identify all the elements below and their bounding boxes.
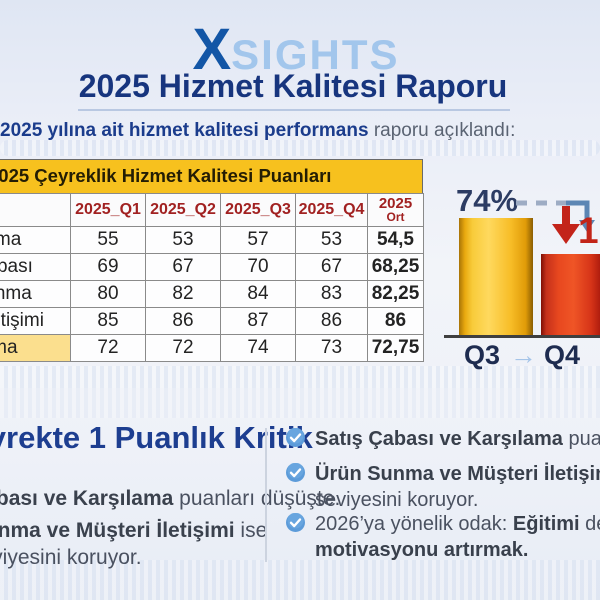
red-down-arrow-icon xyxy=(552,224,580,244)
score-cell: 82 xyxy=(145,280,221,308)
col-header-q1: 2025_Q1 xyxy=(70,193,146,227)
q4-bar xyxy=(541,254,600,335)
background-texture-band xyxy=(0,388,600,418)
subtitle-bold-text: 2025 yılına ait hizmet kalitesi performa… xyxy=(0,120,369,141)
logo-sights-text: SIGHTS xyxy=(231,31,400,78)
checkmark-icon xyxy=(286,513,305,532)
score-cell: 72 xyxy=(145,334,221,362)
average-cell: 72,75 xyxy=(367,334,424,362)
score-cell: 86 xyxy=(145,307,221,335)
score-cell: 83 xyxy=(295,280,368,308)
score-cell: 84 xyxy=(220,280,296,308)
score-cell: 87 xyxy=(220,307,296,335)
average-cell: 68,25 xyxy=(367,253,424,281)
subtitle-rest-text: raporu açıklandı: xyxy=(368,120,516,141)
x-tick-q3: Q3 xyxy=(464,340,501,370)
insight-left-line-2-bold: Ürün Sunma ve Müşteri İletişimi xyxy=(0,519,235,542)
bullet-3-pre: 2026’ya yönelik odak: xyxy=(315,513,513,535)
row-label: Satış Çabası xyxy=(0,253,71,281)
col-header-ort-year: 2025 xyxy=(378,195,413,213)
score-cell: 55 xyxy=(70,226,146,254)
checkmark-icon xyxy=(286,463,305,482)
insight-bullet-2: Ürün Sunma ve Müşteri İletişimi ise sevi… xyxy=(286,461,600,513)
bullet-2-bold: Ürün Sunma ve Müşteri İletişimi xyxy=(315,463,600,485)
insight-left-line-1-bold: Satış Çabası ve Karşılama xyxy=(0,487,174,510)
bullet-1-bold: Satış Çabası ve Karşılama xyxy=(315,428,563,450)
row-label: Müşteri İletişimi xyxy=(0,307,71,335)
score-cell: 72 xyxy=(70,334,146,362)
col-header-ort-label: Ort xyxy=(386,210,405,225)
insight-left-line-1-rest: puanları düşüşte. xyxy=(173,487,341,510)
bullet-2-line-2: seviyesini koruyor. xyxy=(315,489,479,511)
drop-amount-label: 1 xyxy=(578,210,599,251)
checkmark-icon xyxy=(286,428,305,447)
page-title: 2025 Hizmet Kalitesi Raporu xyxy=(78,68,508,104)
table-row: Ürün Sunma 80 82 84 83 82,25 xyxy=(0,280,424,308)
average-cell: 82,25 xyxy=(367,280,424,308)
col-header-q4: 2025_Q4 xyxy=(295,193,368,227)
score-cell: 73 xyxy=(295,334,368,362)
x-axis-line xyxy=(444,335,600,338)
title-underline xyxy=(78,109,510,111)
table-header-row: 2025_Q1 2025_Q2 2025_Q3 2025_Q4 2025 Ort xyxy=(0,193,424,227)
table-row: Karşılama 55 53 57 53 54,5 xyxy=(0,226,424,254)
score-cell: 53 xyxy=(145,226,221,254)
chart-arrows xyxy=(516,200,595,244)
bullet-1-rest: puanları düşüşte. xyxy=(568,428,600,450)
col-header-ort: 2025 Ort xyxy=(367,193,424,227)
insight-left-line-3: seviyesini koruyor. xyxy=(0,546,142,569)
right-arrow-icon: → xyxy=(510,340,537,370)
average-cell: 86 xyxy=(367,307,424,335)
table-row: Satış Çabası 69 67 70 67 68,25 xyxy=(0,253,424,281)
insight-heading: Son Çeyrekte 1 Puanlık Kritik xyxy=(0,420,313,455)
insight-left-line-2: Ürün Sunma ve Müşteri İletişimi ise xyxy=(0,519,267,543)
blue-down-arrow-icon xyxy=(579,220,595,232)
q3-q4-bar-chart: 74% 1 Q3 → Q4 xyxy=(440,180,600,380)
xsights-logo: XSIGHTS xyxy=(0,16,592,83)
logo-x-letter: X xyxy=(192,17,232,82)
q3-bar xyxy=(459,218,533,335)
report-subtitle: 2025 yılına ait hizmet kalitesi performa… xyxy=(0,120,515,142)
red-arrow-stem xyxy=(562,206,570,226)
score-cell: 85 xyxy=(70,307,146,335)
score-cell: 69 xyxy=(70,253,146,281)
table-row: Müşteri İletişimi 85 86 87 86 86 xyxy=(0,307,424,335)
score-cell: 67 xyxy=(295,253,368,281)
score-cell: 53 xyxy=(295,226,368,254)
insight-bullet-3: 2026’ya yönelik odak: Eğitimi değil, mot… xyxy=(286,511,600,563)
col-header-q2: 2025_Q2 xyxy=(145,193,221,227)
q3-value-label: 74% xyxy=(456,183,519,218)
score-cell: 57 xyxy=(220,226,296,254)
quarterly-scores-table: 2025 Çeyreklik Hizmet Kalitesi Puanları … xyxy=(0,159,424,362)
row-label-highlighted: Ortalama xyxy=(0,334,71,362)
row-label: Karşılama xyxy=(0,226,71,254)
score-cell: 70 xyxy=(220,253,296,281)
score-cell: 86 xyxy=(295,307,368,335)
insight-left-line-2-rest: ise xyxy=(234,519,268,542)
col-header-empty xyxy=(0,193,71,227)
col-header-q3: 2025_Q3 xyxy=(220,193,296,227)
score-cell: 74 xyxy=(220,334,296,362)
bullet-3-line-2: motivasyonu artırmak. xyxy=(315,539,529,561)
x-tick-q4: Q4 xyxy=(544,340,581,370)
row-label: Ürün Sunma xyxy=(0,280,71,308)
score-cell: 67 xyxy=(145,253,221,281)
bullet-3-bold: Eğitimi xyxy=(512,513,580,535)
table-row-average: Ortalama 72 72 74 73 72,75 xyxy=(0,334,424,362)
table-banner: 2025 Çeyreklik Hizmet Kalitesi Puanları xyxy=(0,159,423,193)
average-cell: 54,5 xyxy=(367,226,424,254)
score-cell: 80 xyxy=(70,280,146,308)
vertical-divider xyxy=(265,428,267,562)
background-texture-band xyxy=(0,140,600,156)
bullet-3-rest: değil, xyxy=(585,513,600,535)
elbow-arrow-line xyxy=(566,200,590,220)
insight-bullet-1: Satış Çabası ve Karşılama puanları düşüş… xyxy=(286,426,600,452)
insight-left-line-1: Satış Çabası ve Karşılama puanları düşüş… xyxy=(0,487,340,511)
